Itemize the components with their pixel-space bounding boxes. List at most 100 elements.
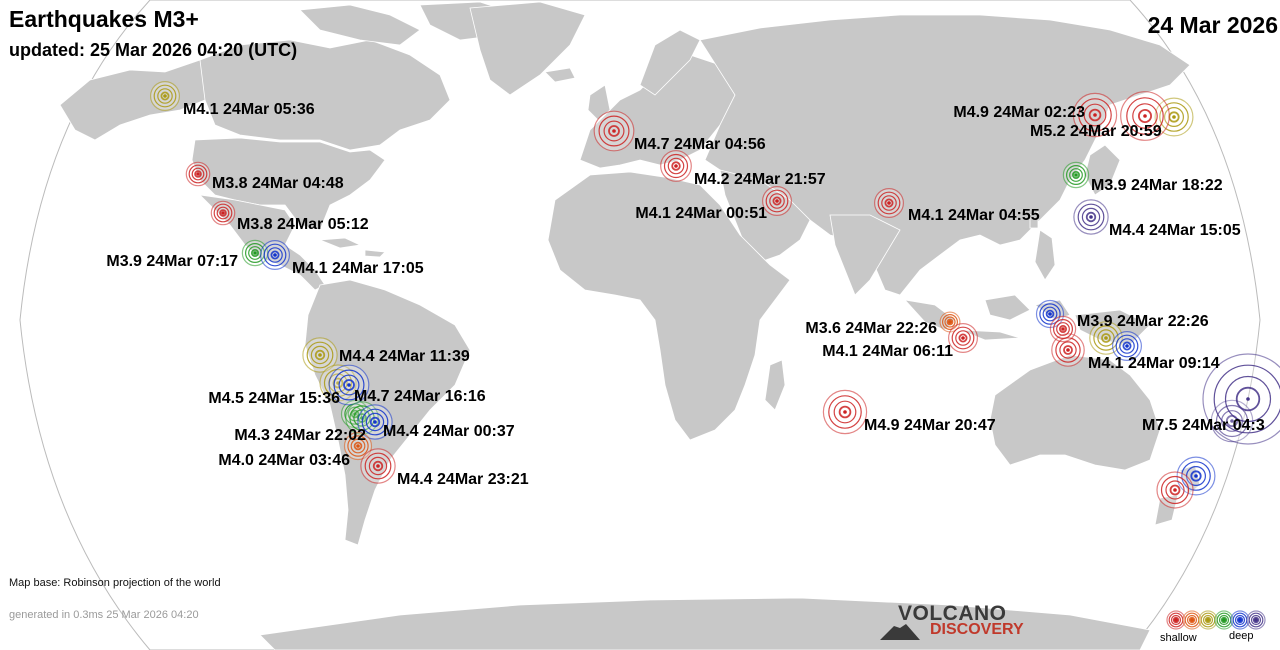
quake-marker[interactable] bbox=[185, 161, 211, 187]
quake-marker[interactable] bbox=[822, 389, 868, 435]
quake-label[interactable]: M4.2 24Mar 21:57 bbox=[694, 171, 826, 188]
quake-marker[interactable] bbox=[1073, 199, 1109, 235]
quake-label[interactable]: M3.9 24Mar 22:26 bbox=[1077, 313, 1209, 330]
quake-label[interactable]: M4.9 24Mar 20:47 bbox=[864, 417, 996, 434]
quake-marker[interactable] bbox=[328, 364, 370, 406]
quake-marker[interactable] bbox=[1120, 91, 1170, 141]
legend-depth-ring[interactable] bbox=[1246, 610, 1266, 630]
quake-marker[interactable] bbox=[660, 150, 692, 182]
quake-marker[interactable] bbox=[241, 239, 269, 267]
quake-ring bbox=[1235, 386, 1261, 412]
quake-ring bbox=[213, 203, 233, 223]
quake-marker[interactable] bbox=[343, 431, 373, 461]
quake-ring bbox=[598, 115, 630, 147]
quake-label[interactable]: M4.3 24Mar 22:02 bbox=[234, 427, 366, 444]
quake-label[interactable]: M4.4 24Mar 11:39 bbox=[339, 348, 470, 365]
quake-marker[interactable] bbox=[260, 240, 291, 271]
updated-timestamp: updated: 25 Mar 2026 04:20 (UTC) bbox=[9, 40, 298, 60]
quake-marker[interactable] bbox=[1089, 321, 1123, 355]
quake-label[interactable]: M4.1 24Mar 09:14 bbox=[1088, 355, 1220, 372]
legend-depth-ring[interactable] bbox=[1198, 610, 1218, 630]
quake-marker[interactable] bbox=[1072, 92, 1118, 138]
legend-depth-ring[interactable] bbox=[1214, 610, 1234, 630]
quake-marker[interactable] bbox=[1156, 471, 1194, 509]
quake-label[interactable]: M3.8 24Mar 05:12 bbox=[237, 216, 369, 233]
quake-label[interactable]: M4.1 24Mar 00:51 bbox=[635, 205, 767, 222]
quake-ring bbox=[1069, 168, 1083, 182]
quake-ring bbox=[353, 441, 363, 451]
quake-label[interactable]: M4.7 24Mar 04:56 bbox=[634, 136, 766, 153]
quake-marker[interactable] bbox=[1202, 353, 1280, 445]
quake-label[interactable]: M4.0 24Mar 03:46 bbox=[218, 452, 350, 469]
legend-depth-ring[interactable] bbox=[1182, 610, 1202, 630]
quake-epicenter bbox=[1190, 618, 1194, 622]
quake-ring bbox=[944, 316, 956, 328]
quake-marker[interactable] bbox=[150, 80, 181, 111]
quake-marker[interactable] bbox=[357, 404, 393, 440]
quake-epicenter bbox=[1104, 336, 1108, 340]
quake-ring bbox=[1165, 480, 1185, 500]
quake-label[interactable]: M3.9 24Mar 18:22 bbox=[1091, 177, 1223, 194]
quake-label[interactable]: M4.1 24Mar 04:55 bbox=[908, 207, 1040, 224]
quake-label[interactable]: M4.4 24Mar 00:37 bbox=[383, 423, 515, 440]
quake-label[interactable]: M3.6 24Mar 22:26 bbox=[805, 320, 937, 337]
quake-epicenter bbox=[196, 172, 200, 176]
quake-marker[interactable] bbox=[593, 110, 635, 152]
quake-label[interactable]: M3.9 24Mar 07:17 bbox=[106, 253, 238, 270]
volcano-discovery-logo[interactable]: VOLCANO DISCOVERY bbox=[880, 602, 1040, 642]
land-greenland bbox=[469, 1, 586, 96]
quake-label[interactable]: M4.1 24Mar 06:11 bbox=[822, 343, 953, 360]
quake-marker[interactable] bbox=[873, 188, 904, 219]
quake-ring bbox=[663, 153, 689, 179]
quake-ring bbox=[310, 345, 330, 365]
quake-ring bbox=[1088, 108, 1102, 122]
quake-ring bbox=[1083, 103, 1107, 127]
quake-ring bbox=[941, 314, 958, 331]
quake-marker[interactable] bbox=[761, 186, 792, 217]
quake-ring bbox=[1122, 341, 1132, 351]
quake-marker[interactable] bbox=[1154, 97, 1194, 137]
quake-ring bbox=[332, 377, 344, 389]
land-australia bbox=[989, 354, 1161, 471]
quake-label[interactable]: M3.8 24Mar 04:48 bbox=[212, 175, 344, 192]
quake-ring bbox=[1190, 470, 1202, 482]
quake-epicenter bbox=[1246, 397, 1250, 401]
legend-depth-ring[interactable] bbox=[1166, 610, 1186, 630]
quake-ring bbox=[368, 456, 388, 476]
quake-label[interactable]: M4.1 24Mar 17:05 bbox=[292, 260, 424, 277]
land-usa bbox=[191, 137, 386, 231]
quake-ring bbox=[1078, 98, 1112, 132]
quake-marker[interactable] bbox=[1111, 331, 1142, 362]
quake-ring bbox=[219, 209, 227, 217]
quake-label[interactable]: M4.7 24Mar 16:16 bbox=[354, 388, 486, 405]
quake-marker[interactable] bbox=[1062, 161, 1090, 189]
quake-marker[interactable] bbox=[1049, 315, 1077, 343]
quake-label[interactable]: M4.5 24Mar 15:36 bbox=[208, 390, 340, 407]
quake-epicenter bbox=[1066, 348, 1070, 352]
quake-marker[interactable] bbox=[947, 323, 978, 354]
quake-marker[interactable] bbox=[360, 448, 396, 484]
quake-label[interactable]: M4.1 24Mar 05:36 bbox=[183, 101, 315, 118]
map-date: 24 Mar 2026 bbox=[1147, 12, 1278, 38]
quake-epicenter bbox=[1174, 618, 1178, 622]
quake-marker[interactable] bbox=[210, 200, 236, 226]
quake-label[interactable]: M7.5 24Mar 04:3 bbox=[1142, 417, 1265, 434]
quake-label[interactable]: M5.2 24Mar 20:59 bbox=[1030, 123, 1162, 140]
quake-label[interactable]: M4.4 24Mar 23:21 bbox=[397, 471, 529, 488]
quake-ring bbox=[365, 412, 385, 432]
quake-label[interactable]: M4.9 24Mar 02:23 bbox=[953, 104, 1085, 121]
quake-ring bbox=[603, 120, 625, 142]
quake-label[interactable]: M4.4 24Mar 15:05 bbox=[1109, 222, 1241, 239]
quake-epicenter bbox=[1143, 114, 1147, 118]
legend-depth-ring[interactable] bbox=[1230, 610, 1250, 630]
quake-marker[interactable] bbox=[1051, 333, 1085, 367]
quake-epicenter bbox=[1093, 113, 1097, 117]
quake-ring bbox=[838, 405, 852, 419]
quake-marker[interactable] bbox=[1176, 456, 1216, 496]
quake-epicenter bbox=[253, 251, 257, 255]
quake-marker[interactable] bbox=[302, 337, 338, 373]
quake-marker[interactable] bbox=[319, 364, 357, 402]
quake-ring bbox=[1169, 484, 1181, 496]
quake-ring bbox=[1052, 319, 1073, 340]
